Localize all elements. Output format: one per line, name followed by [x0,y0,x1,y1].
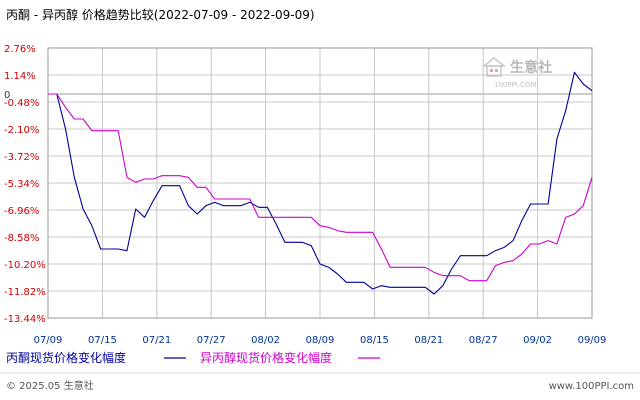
y-tick-label: 1.14% [4,71,36,82]
y-tick-label: -3.72% [4,152,39,163]
footer-copyright: © 2025.05 生意社 [6,379,94,392]
x-tick-label: 08/02 [251,335,280,346]
series-line-1 [48,71,593,295]
series-line-2 [48,93,593,282]
y-tick-label: -13.44% [4,314,46,325]
y-tick-label: -8.58% [4,233,39,244]
watermark-logo: 生意社 100PPI.COM [481,57,552,89]
chart-title: 丙酮 - 异丙醇 价格趋势比较(2022-07-09 - 2022-09-09) [6,7,315,22]
zero-label: 0 [4,90,10,101]
series-lines [48,71,593,295]
x-tick-label: 09/02 [523,335,552,346]
x-axis-ticks: 07/09 07/15 07/21 07/27 08/02 08/09 08/15 08/21… [34,335,607,346]
y-tick-label: -11.82% [4,287,46,298]
x-tick-label: 08/09 [306,335,335,346]
x-tick-label: 07/21 [142,335,171,346]
legend-label-2: 异丙醇现货价格变化幅度 [200,350,332,365]
y-tick-label: 2.76% [4,44,36,55]
x-tick-label: 09/09 [578,335,607,346]
watermark-url: 100PPI.COM [494,81,537,89]
x-tick-label: 07/27 [197,335,226,346]
legend: 丙酮现货价格变化幅度 异丙醇现货价格变化幅度 [6,350,380,365]
y-axis-ticks: 2.76% 1.14% -0.48% -2.10% -3.72% -5.34% -6.96%… [4,44,46,325]
footer-website: www.100PPI.com [549,381,634,392]
x-tick-label: 08/15 [360,335,389,346]
x-tick-label: 07/15 [88,335,117,346]
legend-label-1: 丙酮现货价格变化幅度 [6,350,126,365]
y-tick-label: -2.10% [4,125,39,136]
x-tick-label: 08/21 [414,335,443,346]
house-logo-icon [481,57,507,77]
y-tick-label: -5.34% [4,179,39,190]
y-tick-label: -10.20% [4,260,46,271]
y-tick-label: -0.48% [4,98,39,109]
plot-frame [47,47,593,319]
x-tick-label: 07/09 [34,335,63,346]
x-tick-label: 08/27 [469,335,498,346]
watermark-brand: 生意社 [510,59,552,76]
y-tick-label: -6.96% [4,206,39,217]
